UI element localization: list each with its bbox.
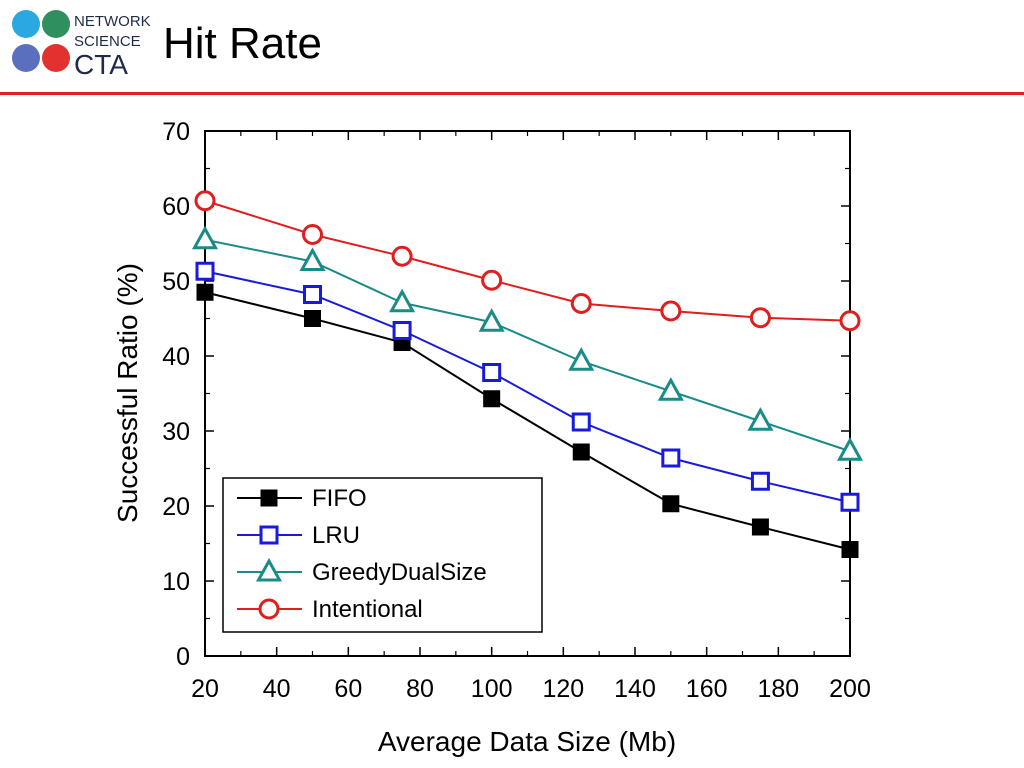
- y-tick-label: 10: [162, 568, 190, 596]
- network-science-cta-logo: NETWORK SCIENCE CTA: [12, 10, 151, 78]
- title-rule: [0, 92, 1024, 95]
- logo-globe-icon-1: [12, 10, 40, 38]
- legend-label: LRU: [312, 522, 360, 549]
- legend: FIFO LRU GreedyDualSize Intentional: [222, 477, 543, 633]
- data-point: [482, 363, 502, 382]
- x-tick-label: 60: [334, 675, 362, 703]
- legend-marker: [258, 598, 280, 620]
- x-tick-label: 100: [471, 675, 513, 703]
- x-tick-label: 160: [686, 675, 728, 703]
- data-point: [660, 300, 682, 322]
- legend-marker: [255, 557, 283, 582]
- x-tick-label: 20: [191, 675, 219, 703]
- data-point: [839, 310, 861, 332]
- data-point: [657, 377, 684, 401]
- x-tick-label: 120: [542, 675, 584, 703]
- data-point: [836, 437, 864, 461]
- legend-label: Intentional: [312, 596, 423, 623]
- y-tick-label: 30: [162, 418, 190, 446]
- data-point: [568, 347, 595, 371]
- data-point: [749, 307, 771, 329]
- data-point: [303, 285, 322, 304]
- data-point: [840, 492, 860, 512]
- legend-item-fifo: FIFO: [237, 485, 367, 512]
- data-point: [478, 308, 505, 332]
- data-point: [747, 407, 774, 431]
- logo-globe-icon-4: [42, 44, 70, 72]
- y-tick-label: 50: [162, 268, 190, 296]
- series-line: [204, 270, 851, 504]
- legend-marker: [260, 489, 278, 507]
- legend-marker: [259, 525, 279, 545]
- legend-label: GreedyDualSize: [312, 559, 487, 586]
- x-tick-label: 40: [263, 675, 291, 703]
- data-point: [392, 321, 412, 340]
- slide-title: Hit Rate: [163, 19, 322, 68]
- y-tick-label: 0: [176, 643, 190, 671]
- x-tick-label: 140: [614, 675, 656, 703]
- data-point: [570, 293, 592, 314]
- data-point: [389, 288, 416, 313]
- x-tick-label: 200: [829, 675, 871, 703]
- data-point: [191, 225, 219, 250]
- data-point: [194, 190, 216, 212]
- series-fifo: [196, 283, 859, 558]
- series-intentional: [194, 190, 861, 332]
- data-point: [662, 495, 680, 513]
- data-point: [483, 390, 501, 408]
- series-line: [204, 199, 851, 322]
- data-point: [304, 310, 321, 327]
- legend-item-intentional: Intentional: [237, 596, 423, 623]
- data-point: [572, 443, 590, 461]
- series-layer: [191, 190, 864, 558]
- logo-globe-icon-2: [42, 10, 70, 38]
- data-point: [841, 541, 859, 558]
- data-point: [571, 412, 591, 432]
- x-axis-title: Average Data Size (Mb): [378, 726, 676, 757]
- data-point: [195, 261, 215, 281]
- legend-label: FIFO: [312, 485, 367, 512]
- y-axis-title: Successful Ratio (%): [112, 263, 143, 523]
- y-tick-label: 40: [162, 343, 190, 371]
- y-tick-label: 20: [162, 493, 190, 521]
- series-lru: [195, 261, 860, 512]
- series-line: [204, 291, 851, 551]
- series-line: [204, 238, 851, 453]
- axis-tick-labels: 20 40 60 80 100 120 140 160 180 200 0 10 20 30 40 50 60 7…: [162, 118, 871, 703]
- data-point: [196, 283, 214, 301]
- data-point: [661, 448, 681, 468]
- logo-line-network: NETWORK: [74, 13, 151, 30]
- data-point: [481, 269, 503, 291]
- data-point: [750, 471, 770, 491]
- logo-line-science: SCIENCE: [74, 33, 141, 50]
- legend-item-lru: LRU: [237, 522, 360, 549]
- data-point: [751, 518, 769, 536]
- legend-item-greedydualsize: GreedyDualSize: [237, 557, 487, 586]
- data-point: [299, 247, 326, 271]
- y-tick-label: 60: [162, 193, 190, 221]
- data-point: [391, 245, 413, 267]
- logo-globe-icon-3: [12, 44, 40, 72]
- data-point: [302, 224, 323, 245]
- axis-ticks: [204, 130, 851, 657]
- x-tick-label: 80: [406, 675, 434, 703]
- x-tick-label: 180: [757, 675, 799, 703]
- logo-line-cta: CTA: [74, 49, 128, 78]
- y-tick-label: 70: [162, 118, 190, 146]
- series-greedydualsize: [191, 225, 864, 461]
